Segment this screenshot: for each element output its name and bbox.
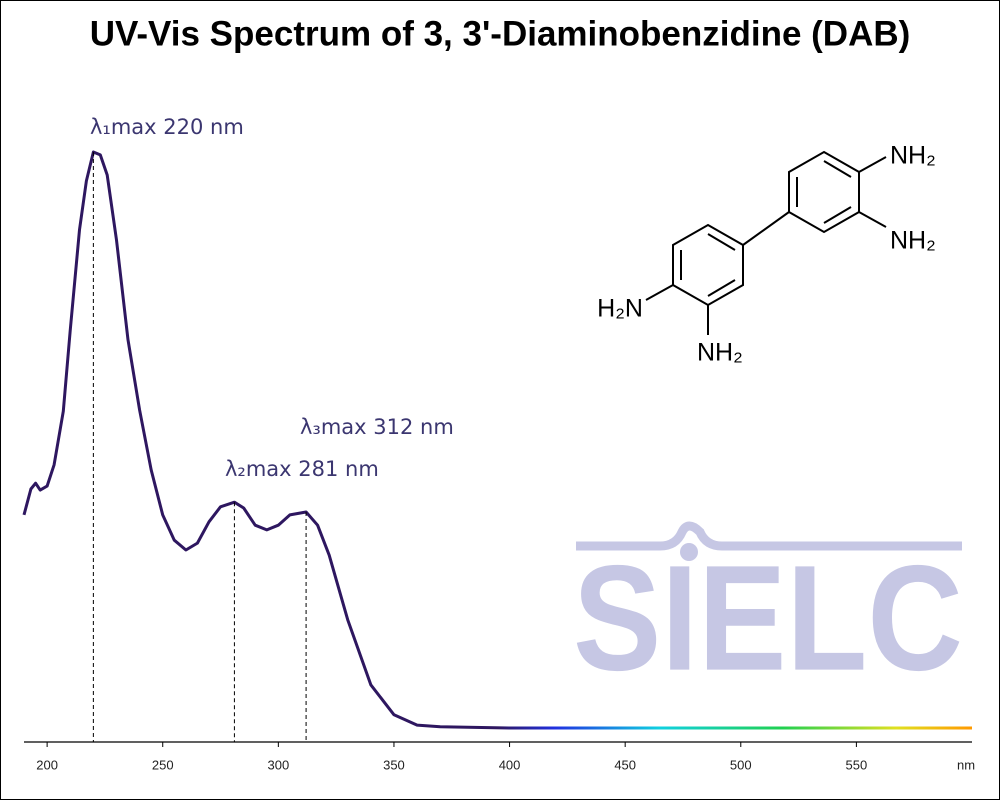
peak-label: λ₃max 312 nm — [300, 415, 454, 439]
structure: NH₂ NH₂ H₂N NH₂ — [597, 142, 936, 367]
peak-label: λ₁max 220 nm — [90, 115, 244, 139]
x-tick-label: 250 — [152, 757, 174, 772]
x-tick-label: 200 — [36, 757, 58, 772]
watermark-text: SIELC — [573, 534, 963, 702]
x-axis-label: nm — [957, 757, 975, 772]
chart-title: UV-Vis Spectrum of 3, 3'-Diaminobenzidin… — [90, 14, 911, 53]
structure-label: NH₂ — [697, 339, 743, 367]
x-tick-label: 350 — [383, 757, 405, 772]
x-tick-label: 450 — [614, 757, 636, 772]
spectrum-line — [22, 150, 972, 730]
structure-label: NH₂ — [890, 142, 936, 170]
x-tick-label: 500 — [730, 757, 752, 772]
x-tick-label: 550 — [846, 757, 868, 772]
watermark: SIELC — [573, 521, 963, 702]
structure-label: H₂N — [597, 295, 643, 323]
x-tick-label: 300 — [267, 757, 289, 772]
x-tick-label: 400 — [499, 757, 521, 772]
peak-label: λ₂max 281 nm — [225, 457, 379, 481]
structure-label: NH₂ — [890, 227, 936, 255]
